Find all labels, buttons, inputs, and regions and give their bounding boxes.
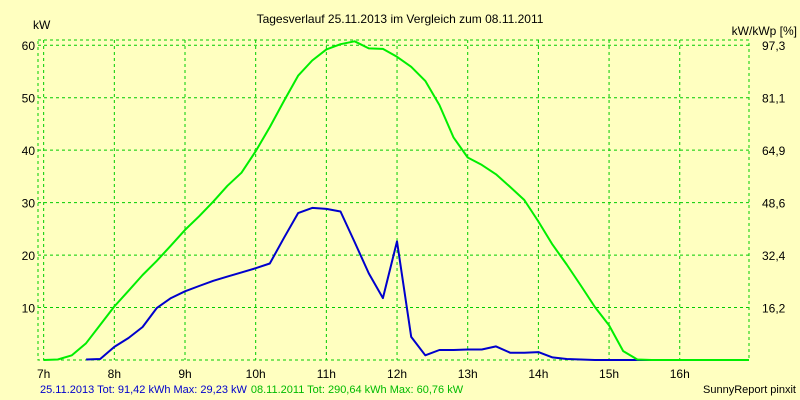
y-tick-label-left: 30 <box>22 197 36 211</box>
grid-layer <box>38 40 749 360</box>
plot-frame <box>37 39 750 361</box>
chart-title: Tagesverlauf 25.11.2013 im Vergleich zum… <box>257 12 544 26</box>
y-tick-label-right: 97,3 <box>762 39 786 53</box>
y-tick-label-right: 48,6 <box>762 197 786 211</box>
y-axis-right-label: kW/kWp [%] <box>732 24 797 38</box>
x-tick-label: 10h <box>246 367 266 381</box>
x-tick-label: 16h <box>670 367 690 381</box>
y-tick-label-left: 50 <box>22 92 36 106</box>
x-tick-label: 11h <box>317 367 336 381</box>
y-tick-label-left: 40 <box>22 144 36 158</box>
y-tick-label-right: 64,9 <box>762 144 786 158</box>
x-tick-label: 14h <box>528 367 548 381</box>
y-tick-label-left: 10 <box>22 302 36 316</box>
legend-series-2: 08.11.2011 Tot: 290,64 kWh Max: 60,76 kW <box>251 384 464 396</box>
footer-legend: 25.11.2013 Tot: 91,42 kWh Max: 29,23 kW 0… <box>40 384 464 396</box>
series-line-2 <box>43 40 749 361</box>
axis-layer: 7h 8h 9h 10h 11h 12h 13h 14h 15h 16h 10 16,2 20 32,4 3… <box>22 39 786 381</box>
y-tick-label-left: 60 <box>22 39 36 53</box>
y-tick-label-right: 32,4 <box>762 249 786 263</box>
x-tick-label: 12h <box>387 367 407 381</box>
x-tick-label: 13h <box>458 367 478 381</box>
series-line-1 <box>86 206 708 361</box>
y-tick-label-right: 81,1 <box>762 92 786 106</box>
y-tick-label-left: 20 <box>22 249 36 263</box>
series-layer <box>43 40 749 361</box>
x-tick-label: 9h <box>178 367 191 381</box>
x-tick-label: 8h <box>108 367 121 381</box>
y-tick-label-right: 16,2 <box>762 302 786 316</box>
footer-credit: SunnyReport pinxit <box>703 384 796 396</box>
legend-series-1: 25.11.2013 Tot: 91,42 kWh Max: 29,23 kW <box>40 384 247 396</box>
y-axis-left-label: kW <box>33 18 51 32</box>
x-tick-label: 7h <box>37 367 50 381</box>
x-tick-label: 15h <box>599 367 619 381</box>
